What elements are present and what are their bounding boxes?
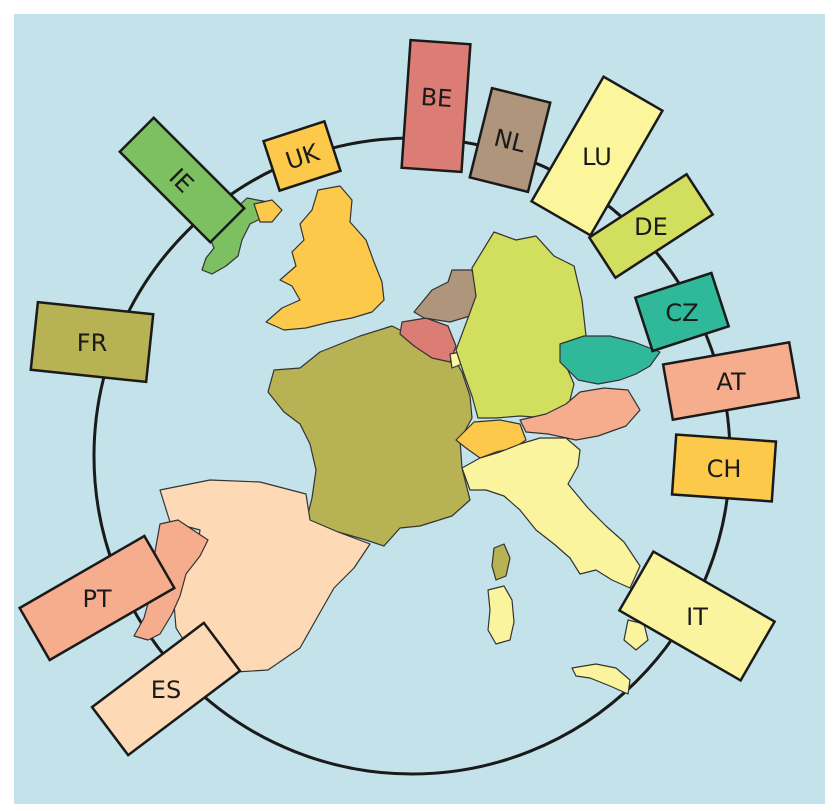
- shape-it-sicily: [571, 663, 631, 695]
- label-box-ch: CH: [670, 433, 778, 503]
- shape-fr-corsica: [491, 543, 511, 581]
- label-boxes: IE UK BE NL LU DE CZ AT: [17, 38, 801, 757]
- shape-cz: [559, 335, 661, 385]
- shape-uk: [265, 185, 385, 331]
- shape-uk-ni: [253, 199, 283, 223]
- label-box-es: ES: [90, 621, 242, 757]
- country-shapes: [133, 185, 661, 695]
- label-box-ie: IE: [118, 116, 246, 244]
- label-lu: LU: [582, 143, 612, 171]
- label-be: BE: [420, 83, 454, 113]
- label-es: ES: [151, 676, 181, 704]
- label-box-at: AT: [661, 340, 801, 422]
- label-fr: FR: [77, 329, 107, 357]
- label-box-cz: CZ: [633, 271, 731, 353]
- label-it: IT: [686, 603, 708, 631]
- label-box-nl: NL: [468, 86, 552, 194]
- label-box-pt: PT: [17, 534, 177, 662]
- label-pt: PT: [82, 585, 111, 613]
- shape-be: [399, 317, 457, 363]
- shape-at: [519, 387, 641, 441]
- label-box-uk: UK: [261, 119, 343, 193]
- label-box-it: IT: [617, 549, 777, 683]
- shape-it-sardinia: [487, 585, 515, 645]
- label-box-lu: LU: [529, 74, 665, 238]
- shape-it: [461, 437, 641, 589]
- label-box-fr: FR: [29, 300, 155, 384]
- label-ch: CH: [707, 455, 742, 483]
- label-box-be: BE: [400, 38, 472, 174]
- label-box-de: DE: [587, 172, 715, 280]
- label-at: AT: [716, 368, 746, 396]
- label-de: DE: [634, 213, 668, 241]
- label-cz: CZ: [665, 299, 698, 327]
